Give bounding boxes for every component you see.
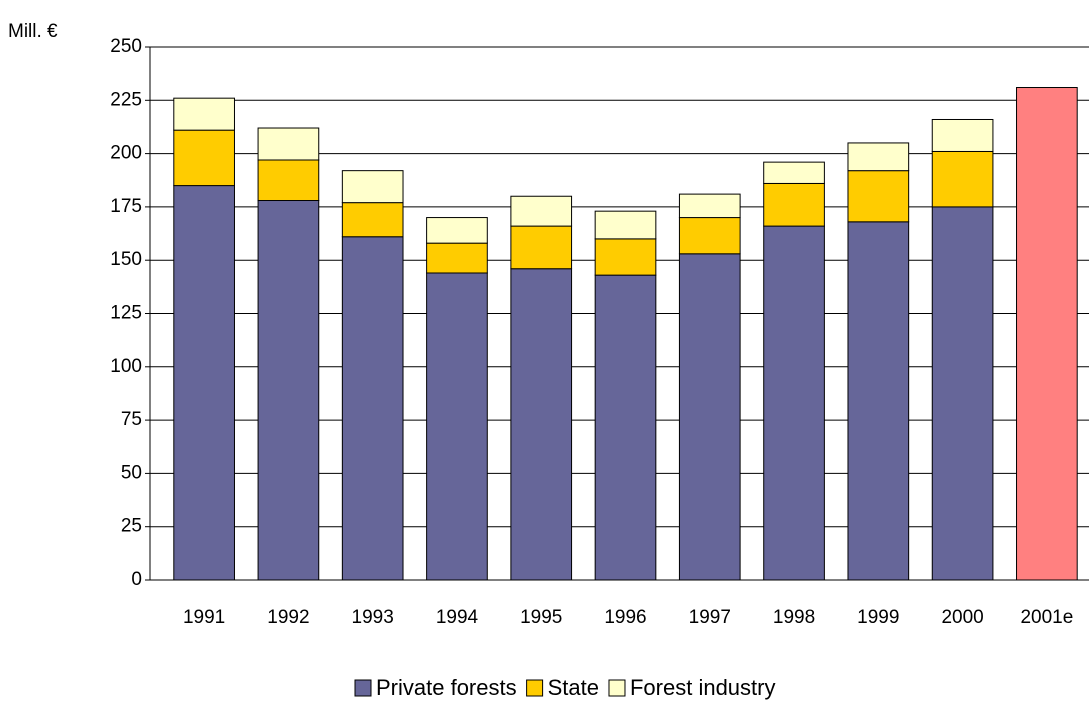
bar-segment xyxy=(594,238,657,276)
bar-segment xyxy=(426,272,488,581)
legend-swatch xyxy=(354,679,372,697)
bar-segment xyxy=(173,129,235,187)
bar-segment xyxy=(931,118,994,152)
y-tick-label: 175 xyxy=(110,196,142,217)
y-tick-label: 75 xyxy=(121,409,142,430)
bar-segment xyxy=(847,221,910,581)
y-tick-label: 50 xyxy=(121,462,142,483)
bar-segment xyxy=(847,142,910,172)
y-tick-label: 25 xyxy=(121,516,142,537)
bar-segment xyxy=(173,97,235,131)
x-tick-label: 1998 xyxy=(773,607,815,628)
x-tick-label: 1996 xyxy=(604,607,646,628)
y-tick-label: 225 xyxy=(110,89,142,110)
legend-swatch xyxy=(608,679,626,697)
y-tick-label: 250 xyxy=(110,36,142,57)
x-tick-label: 1994 xyxy=(436,607,479,628)
x-tick-label: 1991 xyxy=(183,607,225,628)
x-tick-label: 1997 xyxy=(689,607,731,628)
bar-segment xyxy=(510,225,573,270)
bar-segment xyxy=(763,225,825,581)
bar-segment xyxy=(510,268,573,581)
x-tick-label: 1995 xyxy=(520,607,562,628)
bar-segment xyxy=(1016,87,1078,581)
bar-segment xyxy=(847,170,910,223)
y-tick-label: 0 xyxy=(131,569,142,590)
x-tick-label: 2001e xyxy=(1020,607,1073,628)
bar-segment xyxy=(763,161,825,184)
legend-label: Private forests xyxy=(376,675,517,700)
x-tick-label: 2000 xyxy=(941,607,983,628)
bar-segment xyxy=(257,200,320,581)
bar-segment xyxy=(678,253,741,581)
y-tick-label: 200 xyxy=(110,143,142,164)
x-tick-label: 1993 xyxy=(352,607,394,628)
x-tick-label: 1999 xyxy=(857,607,899,628)
y-tick-label: 150 xyxy=(110,249,142,270)
y-tick-label: 125 xyxy=(110,303,142,324)
y-tick-label: 100 xyxy=(110,356,142,377)
bar-segment xyxy=(173,185,235,581)
bar-segment xyxy=(426,217,488,244)
bar-segment xyxy=(931,206,994,581)
x-tick-label: 1992 xyxy=(267,607,309,628)
bar-segment xyxy=(931,150,994,208)
bar-segment xyxy=(594,274,657,581)
bar-segment xyxy=(426,242,488,274)
y-axis-label: Mill. € xyxy=(8,21,58,42)
bar-segment xyxy=(763,182,825,227)
bar-segment xyxy=(257,127,320,161)
bar-segment xyxy=(257,159,320,202)
bar-segment xyxy=(510,195,573,227)
bar-segment xyxy=(678,193,741,219)
legend-label: State xyxy=(548,675,599,700)
bar-segment xyxy=(341,236,404,581)
legend-swatch xyxy=(526,679,544,697)
bar-segment xyxy=(341,170,404,204)
bar-segment xyxy=(341,202,404,238)
bar-segment xyxy=(678,217,741,255)
bar-segment xyxy=(594,210,657,240)
legend-label: Forest industry xyxy=(630,675,776,700)
